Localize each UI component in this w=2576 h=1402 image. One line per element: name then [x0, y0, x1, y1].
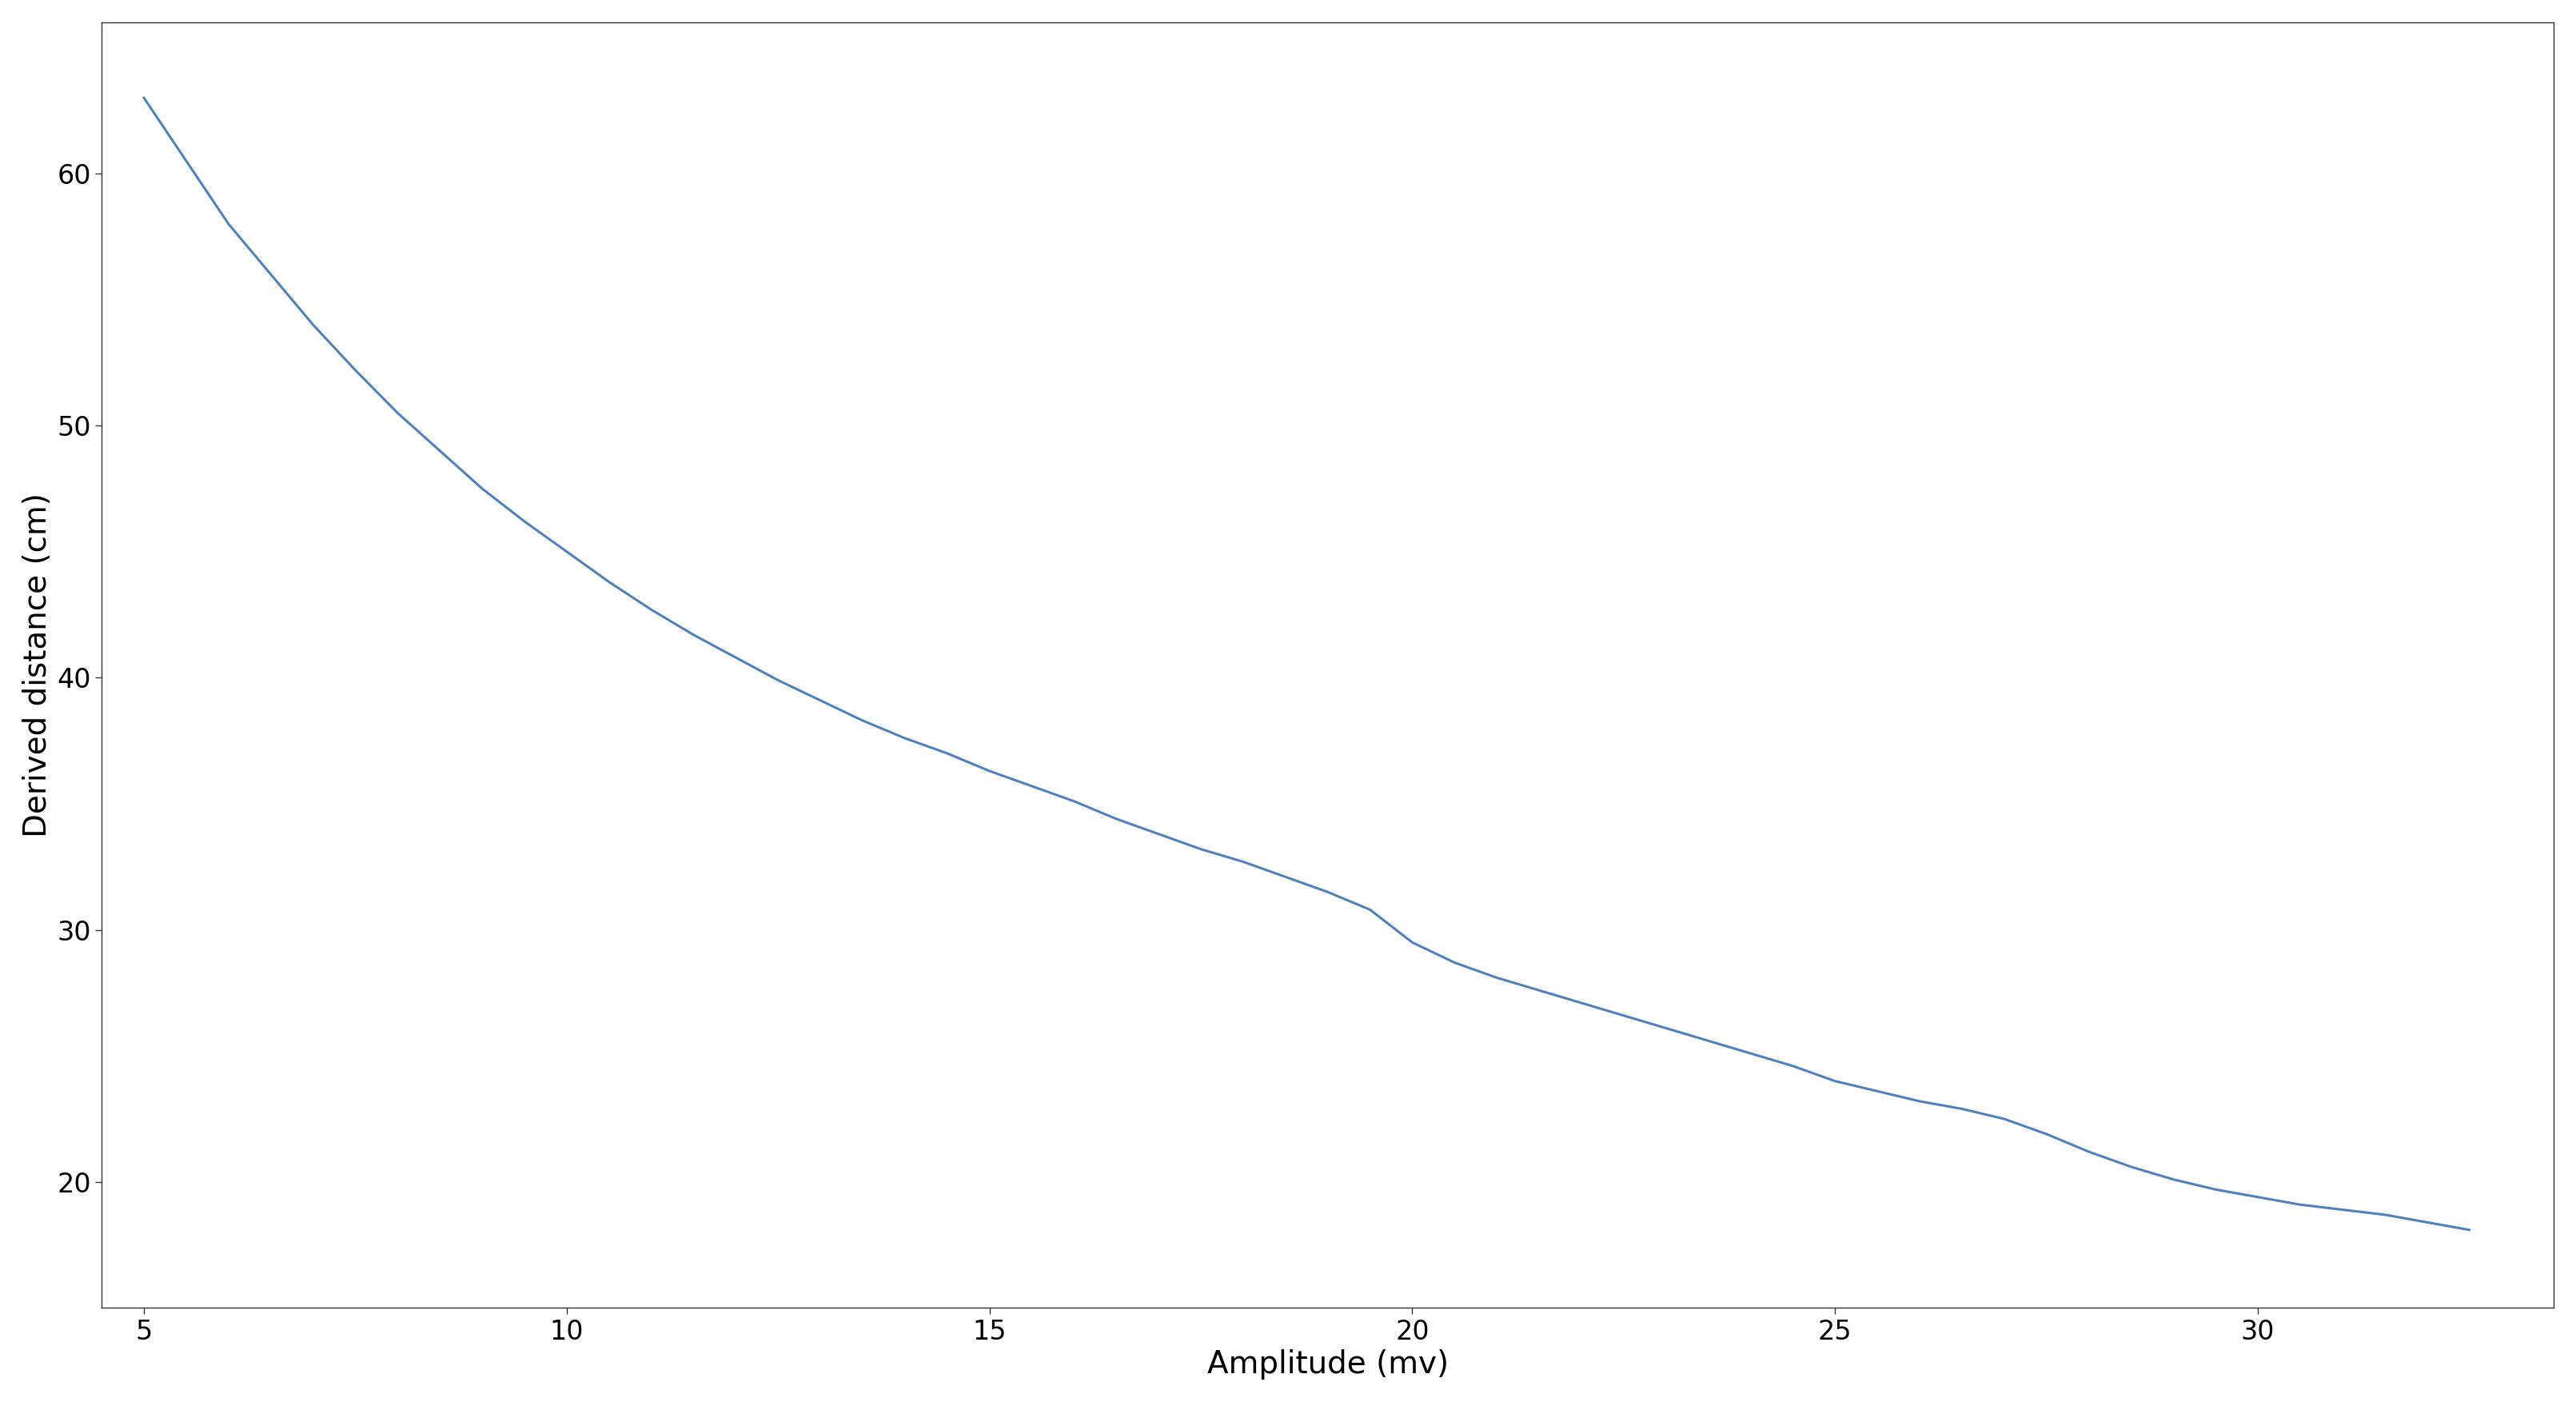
Y-axis label: Derived distance (cm): Derived distance (cm) [23, 494, 52, 837]
X-axis label: Amplitude (mv): Amplitude (mv) [1208, 1349, 1448, 1380]
